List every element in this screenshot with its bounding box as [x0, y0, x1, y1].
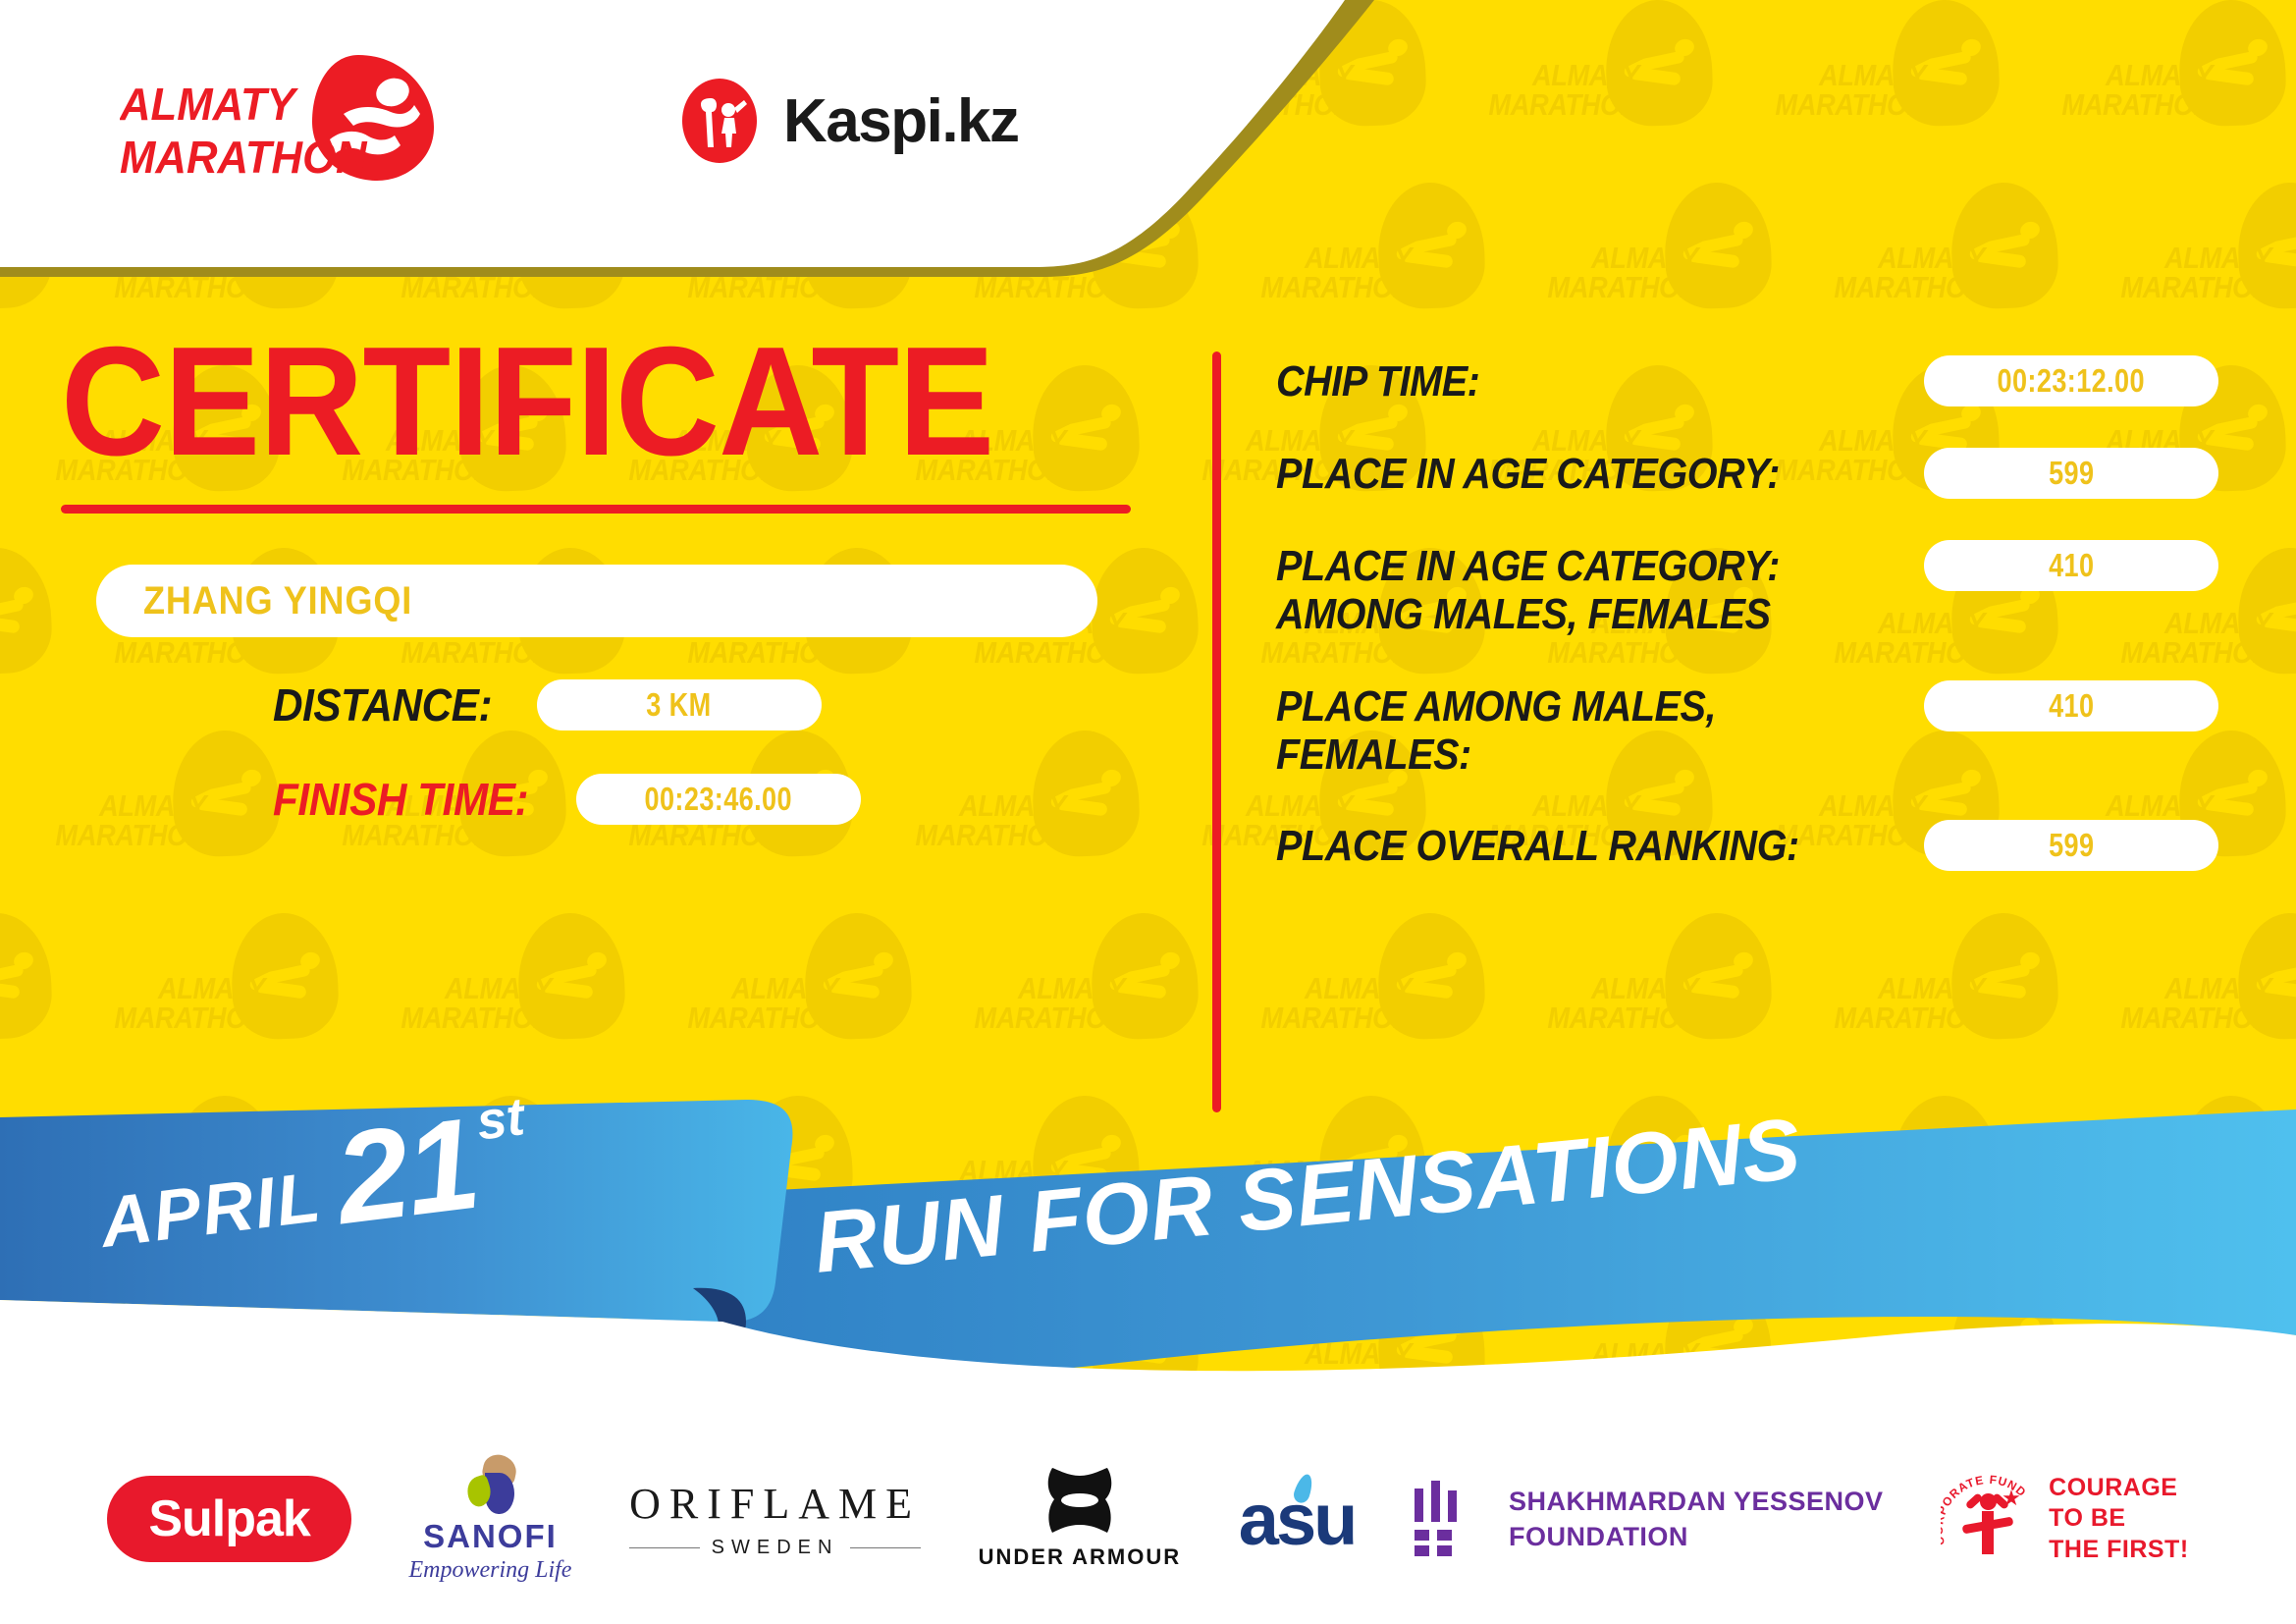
yessenov-wordmark: SHAKHMARDAN YESSENOV FOUNDATION — [1508, 1486, 1884, 1551]
watermark-tile: ALMATY MARATHON — [1492, 911, 1777, 1095]
watermark-tile: ALMATY MARATHON — [2006, 0, 2291, 182]
stat-value: 00:23:12.00 — [1997, 362, 2146, 399]
stat-label: PLACE IN AGE CATEGORY: AMONG MALES, FEMA… — [1276, 542, 1781, 639]
courage-fund-mark-icon: CORPORATE FUND ★ — [1941, 1468, 2035, 1570]
event-day-suffix: st — [473, 1087, 528, 1152]
watermark-tile: ALMATY MARATHON — [1779, 911, 2063, 1095]
finish-time-value: 00:23:46.00 — [644, 781, 792, 817]
stat-label: PLACE AMONG MALES, FEMALES: — [1276, 681, 1717, 779]
stat-row-place-age-category-gender: PLACE IN AGE CATEGORY: AMONG MALES, FEMA… — [1276, 538, 2218, 639]
watermark-tile: ALMATY MARATHON — [2065, 181, 2296, 364]
courage-wordmark: COURAGE TO BE THE FIRST! — [2049, 1474, 2189, 1563]
watermark-tile: ALMATY MARATHON — [2065, 911, 2296, 1095]
kaspi-mark-icon — [682, 79, 757, 163]
yessenov-mark-icon — [1413, 1481, 1483, 1557]
page-title: CERTIFICATE — [61, 315, 994, 488]
watermark-tile: ALMATY MARATHON — [1205, 911, 1490, 1095]
sponsor-courage-fund: CORPORATE FUND ★ COURAGE TO BE THE FIRST… — [1941, 1468, 2189, 1570]
stat-row-place-overall: PLACE OVERALL RANKING: 599 — [1276, 818, 2218, 872]
distance-value-pill: 3 KM — [536, 679, 822, 731]
participant-name-field: ZHANG YINGQI — [96, 565, 1097, 637]
watermark-tile: ALMATY MARATHON — [1492, 181, 1777, 364]
sponsor-under-armour: UNDER ARMOUR — [979, 1468, 1182, 1570]
event-day: 21 — [328, 1090, 485, 1252]
rule-right — [850, 1547, 922, 1548]
vertical-divider — [1212, 352, 1221, 1112]
certificate-left-column: CERTIFICATE ZHANG YINGQI DISTANCE: 3 KM … — [0, 324, 1178, 826]
finish-time-value-pill: 00:23:46.00 — [575, 774, 861, 825]
watermark-tile: ALMATY MARATHON — [919, 911, 1203, 1095]
oriflame-wordmark: ORIFLAME — [629, 1480, 921, 1528]
oriflame-sub: SWEDEN — [629, 1537, 922, 1559]
sponsor-oriflame: ORIFLAME SWEDEN — [629, 1479, 922, 1559]
stat-value-pill: 599 — [1924, 820, 2218, 872]
watermark-tile: ALMATY MARATHON — [1720, 0, 2004, 182]
sponsor-sanofi: SANOFI Empowering Life — [408, 1451, 572, 1584]
kaspi-logo: Kaspi.kz — [677, 77, 1020, 165]
sponsor-asu: asu — [1239, 1471, 1358, 1561]
stat-value: 599 — [2048, 827, 2095, 864]
stat-value: 599 — [2048, 455, 2095, 491]
watermark-tile: ALMATY MARATHON — [632, 911, 917, 1095]
rule-left — [629, 1547, 700, 1548]
stat-label: PLACE OVERALL RANKING: — [1276, 822, 1799, 871]
watermark-tile: ALMATY MARATHON — [0, 911, 57, 1095]
finish-time-row: FINISH TIME: 00:23:46.00 — [273, 773, 1178, 826]
stat-row-place-age-category: PLACE IN AGE CATEGORY: 599 — [1276, 446, 2218, 499]
stat-value: 410 — [2048, 686, 2095, 724]
sponsor-yessenov-foundation: SHAKHMARDAN YESSENOV FOUNDATION — [1413, 1481, 1884, 1557]
participant-name-value: ZHANG YINGQI — [143, 578, 413, 623]
title-rule — [61, 505, 1131, 514]
stat-row-chip-time: CHIP TIME: 00:23:12.00 — [1276, 353, 2218, 406]
sanofi-wordmark: SANOFI — [423, 1517, 558, 1554]
sanofi-mark-icon — [459, 1451, 520, 1516]
almaty-marathon-logo: ALMATY MARATHON — [119, 51, 444, 184]
stat-label: PLACE IN AGE CATEGORY: — [1276, 450, 1781, 498]
finish-time-label: FINISH TIME: — [273, 774, 529, 825]
stat-value-pill: 410 — [1924, 540, 2218, 591]
sponsor-sulpak: Sulpak — [107, 1476, 351, 1562]
sulpak-wordmark: Sulpak — [107, 1476, 351, 1562]
distance-value: 3 KM — [646, 686, 712, 723]
sponsor-bar: Sulpak SANOFI Empowering Life ORIFLAME S… — [0, 1414, 2296, 1624]
star-icon: ★ — [2002, 1486, 2021, 1510]
stat-row-place-among-gender: PLACE AMONG MALES, FEMALES: 410 — [1276, 678, 2218, 780]
svg-text:MARATHON: MARATHON — [120, 132, 368, 183]
distance-label: DISTANCE: — [273, 679, 493, 731]
svg-text:ALMATY: ALMATY — [120, 79, 299, 130]
stat-value-pill: 00:23:12.00 — [1924, 355, 2218, 406]
under-armour-wordmark: UNDER ARMOUR — [978, 1544, 1182, 1569]
watermark-tile: ALMATY MARATHON — [1779, 181, 2063, 364]
under-armour-mark-icon — [1047, 1468, 1112, 1533]
sanofi-tagline: Empowering Life — [408, 1556, 572, 1583]
stat-label: CHIP TIME: — [1276, 357, 1480, 406]
watermark-tile: ALMATY MARATHON — [346, 911, 630, 1095]
stat-value-pill: 599 — [1924, 448, 2218, 499]
stat-value: 410 — [2048, 547, 2095, 583]
stats-panel: CHIP TIME: 00:23:12.00 PLACE IN AGE CATE… — [1276, 353, 2218, 910]
kaspi-wordmark: Kaspi.kz — [783, 86, 1020, 155]
watermark-tile: ALMATY MARATHON — [59, 911, 344, 1095]
stat-value-pill: 410 — [1924, 679, 2218, 731]
oriflame-country: SWEDEN — [711, 1537, 839, 1558]
distance-row: DISTANCE: 3 KM — [273, 678, 1178, 731]
watermark-tile: ALMATY MARATHON — [1433, 0, 1718, 182]
